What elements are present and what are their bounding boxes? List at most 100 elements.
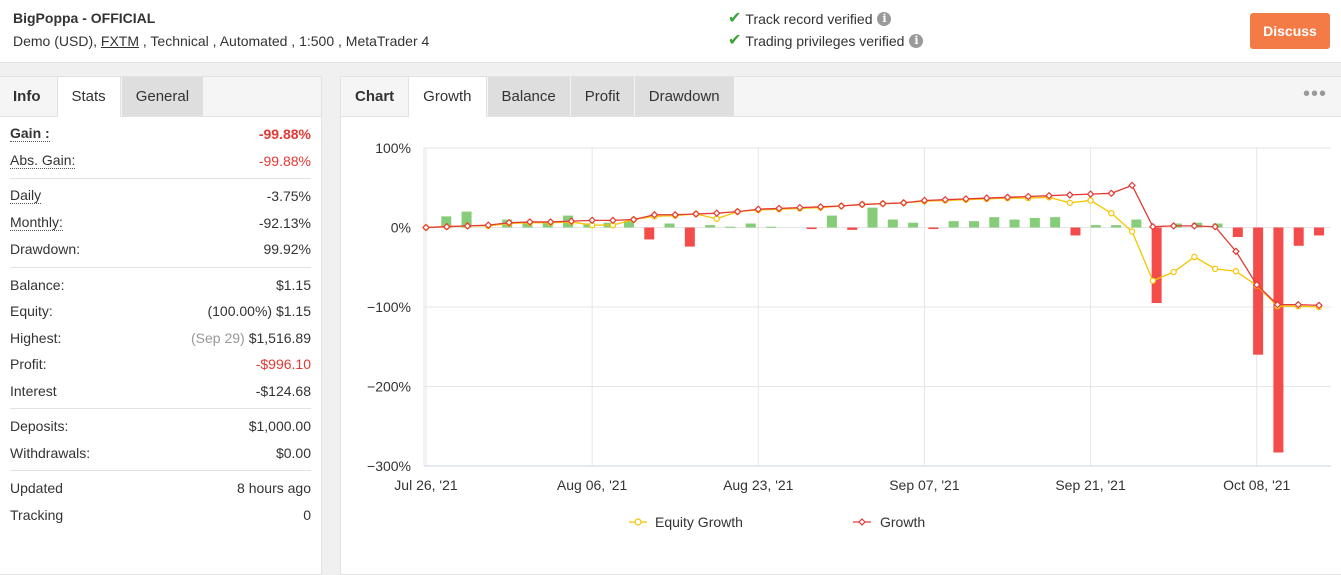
tab-info[interactable]: Info	[13, 88, 41, 105]
stat-balance: Balance: $1.15	[10, 272, 311, 299]
stat-value: $1,000.00	[248, 418, 311, 435]
growth-point	[463, 222, 472, 230]
tab-growth[interactable]: Growth	[408, 77, 487, 117]
account-details: , Technical , Automated , 1:500 , MetaTr…	[139, 33, 430, 49]
x-tick-label: Oct 08, '21	[1223, 477, 1290, 493]
broker-link[interactable]: FXTM	[100, 33, 140, 49]
legend-equity-label: Equity Growth	[655, 514, 743, 530]
verify-label: Trading privileges verified	[745, 33, 905, 49]
x-tick-label: Sep 07, '21	[889, 477, 960, 493]
chart-bar	[968, 221, 979, 228]
stat-label[interactable]: Gain :	[10, 125, 50, 143]
growth-point	[1315, 301, 1323, 310]
growth-point	[1232, 247, 1240, 256]
chart-bar	[1131, 219, 1142, 228]
stat-withdrawals: Withdrawals: $0.00	[10, 440, 311, 467]
stat-interest: Interest -$124.68	[10, 378, 311, 405]
growth-point	[775, 204, 783, 213]
stat-value: $1,516.89	[248, 329, 311, 346]
chart-bar	[1111, 225, 1122, 228]
trading-privileges-verified: ✔ Trading privileges verified i	[728, 32, 924, 49]
chart-bar	[766, 226, 777, 228]
stat-value: $1.15	[275, 276, 311, 293]
growth-point	[712, 209, 721, 218]
verify-label: Track record verified	[745, 11, 873, 27]
growth-point	[982, 194, 991, 202]
tab-drawdown[interactable]: Drawdown	[634, 77, 734, 116]
x-tick-label: Sep 21, '21	[1055, 477, 1126, 493]
stat-value: -$996.10	[255, 356, 311, 373]
info-icon[interactable]: i	[877, 12, 892, 26]
chart-bar	[664, 223, 675, 228]
y-tick-label: −100%	[367, 299, 411, 315]
stat-daily: Daily -3.75%	[10, 183, 311, 210]
stat-label: Equity:	[10, 303, 53, 320]
growth-point	[1107, 189, 1116, 198]
tab-general[interactable]: General	[121, 77, 204, 116]
stat-profit: Profit: -$996.10	[10, 351, 311, 378]
stat-value: $0.00	[275, 444, 311, 461]
equity-growth-point	[1191, 253, 1198, 261]
tab-chart[interactable]: Chart	[355, 88, 395, 105]
info-icon[interactable]: i	[909, 34, 924, 48]
growth-point	[629, 215, 638, 224]
chart-bar	[1090, 225, 1101, 228]
tab-balance[interactable]: Balance	[487, 77, 570, 116]
chart-bar	[806, 227, 817, 230]
check-icon: ✔	[728, 32, 742, 49]
growth-point	[671, 210, 680, 219]
growth-point	[837, 202, 846, 210]
growth-point	[795, 203, 804, 212]
equity-growth-point	[1128, 228, 1136, 235]
tab-stats[interactable]: Stats	[56, 77, 121, 117]
equity-growth-point	[1170, 268, 1177, 276]
stat-equity: Equity: (100.00%) $1.15	[10, 298, 311, 325]
account-type: Demo (USD),	[13, 33, 101, 49]
chart-bar	[1050, 217, 1061, 228]
equity-growth-point	[1149, 277, 1157, 284]
growth-point	[692, 210, 700, 218]
growth-point	[484, 221, 493, 229]
growth-point	[1045, 191, 1053, 200]
growth-point	[422, 223, 430, 232]
stat-label: Balance:	[10, 276, 65, 293]
growth-point	[650, 210, 659, 219]
chart-bar	[684, 227, 695, 247]
stat-value: 99.92%	[263, 241, 311, 258]
check-icon: ✔	[728, 10, 742, 27]
chart-bar	[1293, 227, 1304, 246]
growth-point	[1211, 222, 1220, 231]
discuss-button[interactable]: Discuss	[1250, 13, 1330, 49]
stat-value: -92.13%	[258, 214, 311, 231]
chart-bar	[928, 227, 939, 230]
stat-label: Updated	[10, 480, 63, 497]
growth-point	[816, 202, 825, 211]
x-tick-label: Aug 23, '21	[723, 477, 794, 493]
growth-point	[754, 205, 763, 214]
growth-point	[1169, 222, 1178, 230]
stat-label: Tracking	[10, 506, 64, 523]
stat-label[interactable]: Daily	[10, 187, 42, 205]
growth-point	[1065, 191, 1074, 199]
tab-profit[interactable]: Profit	[570, 77, 634, 116]
growth-point	[1128, 181, 1136, 190]
stat-abs-gain: Abs. Gain: -99.88%	[10, 148, 311, 175]
growth-point	[899, 199, 908, 207]
equity-growth-point	[1108, 209, 1115, 217]
chart-bar	[1314, 227, 1324, 236]
stat-label[interactable]: Abs. Gain:	[10, 151, 76, 169]
stat-label[interactable]: Monthly:	[10, 213, 63, 231]
stat-label: Withdrawals:	[10, 444, 91, 461]
growth-point	[1273, 300, 1282, 309]
chart-bar	[644, 227, 655, 240]
y-tick-label: 100%	[375, 140, 411, 156]
chart-bar	[542, 221, 553, 228]
stat-label: Drawdown:	[10, 241, 81, 258]
y-tick-label: −200%	[367, 379, 411, 395]
stat-highest: Highest: (Sep 29) $1,516.89	[10, 325, 311, 352]
more-dots-icon[interactable]: •••	[1302, 83, 1327, 105]
growth-point	[1190, 222, 1199, 230]
stat-deposits: Deposits: $1,000.00	[10, 413, 311, 440]
chart-bar	[867, 207, 878, 228]
chart-bar	[847, 227, 858, 230]
